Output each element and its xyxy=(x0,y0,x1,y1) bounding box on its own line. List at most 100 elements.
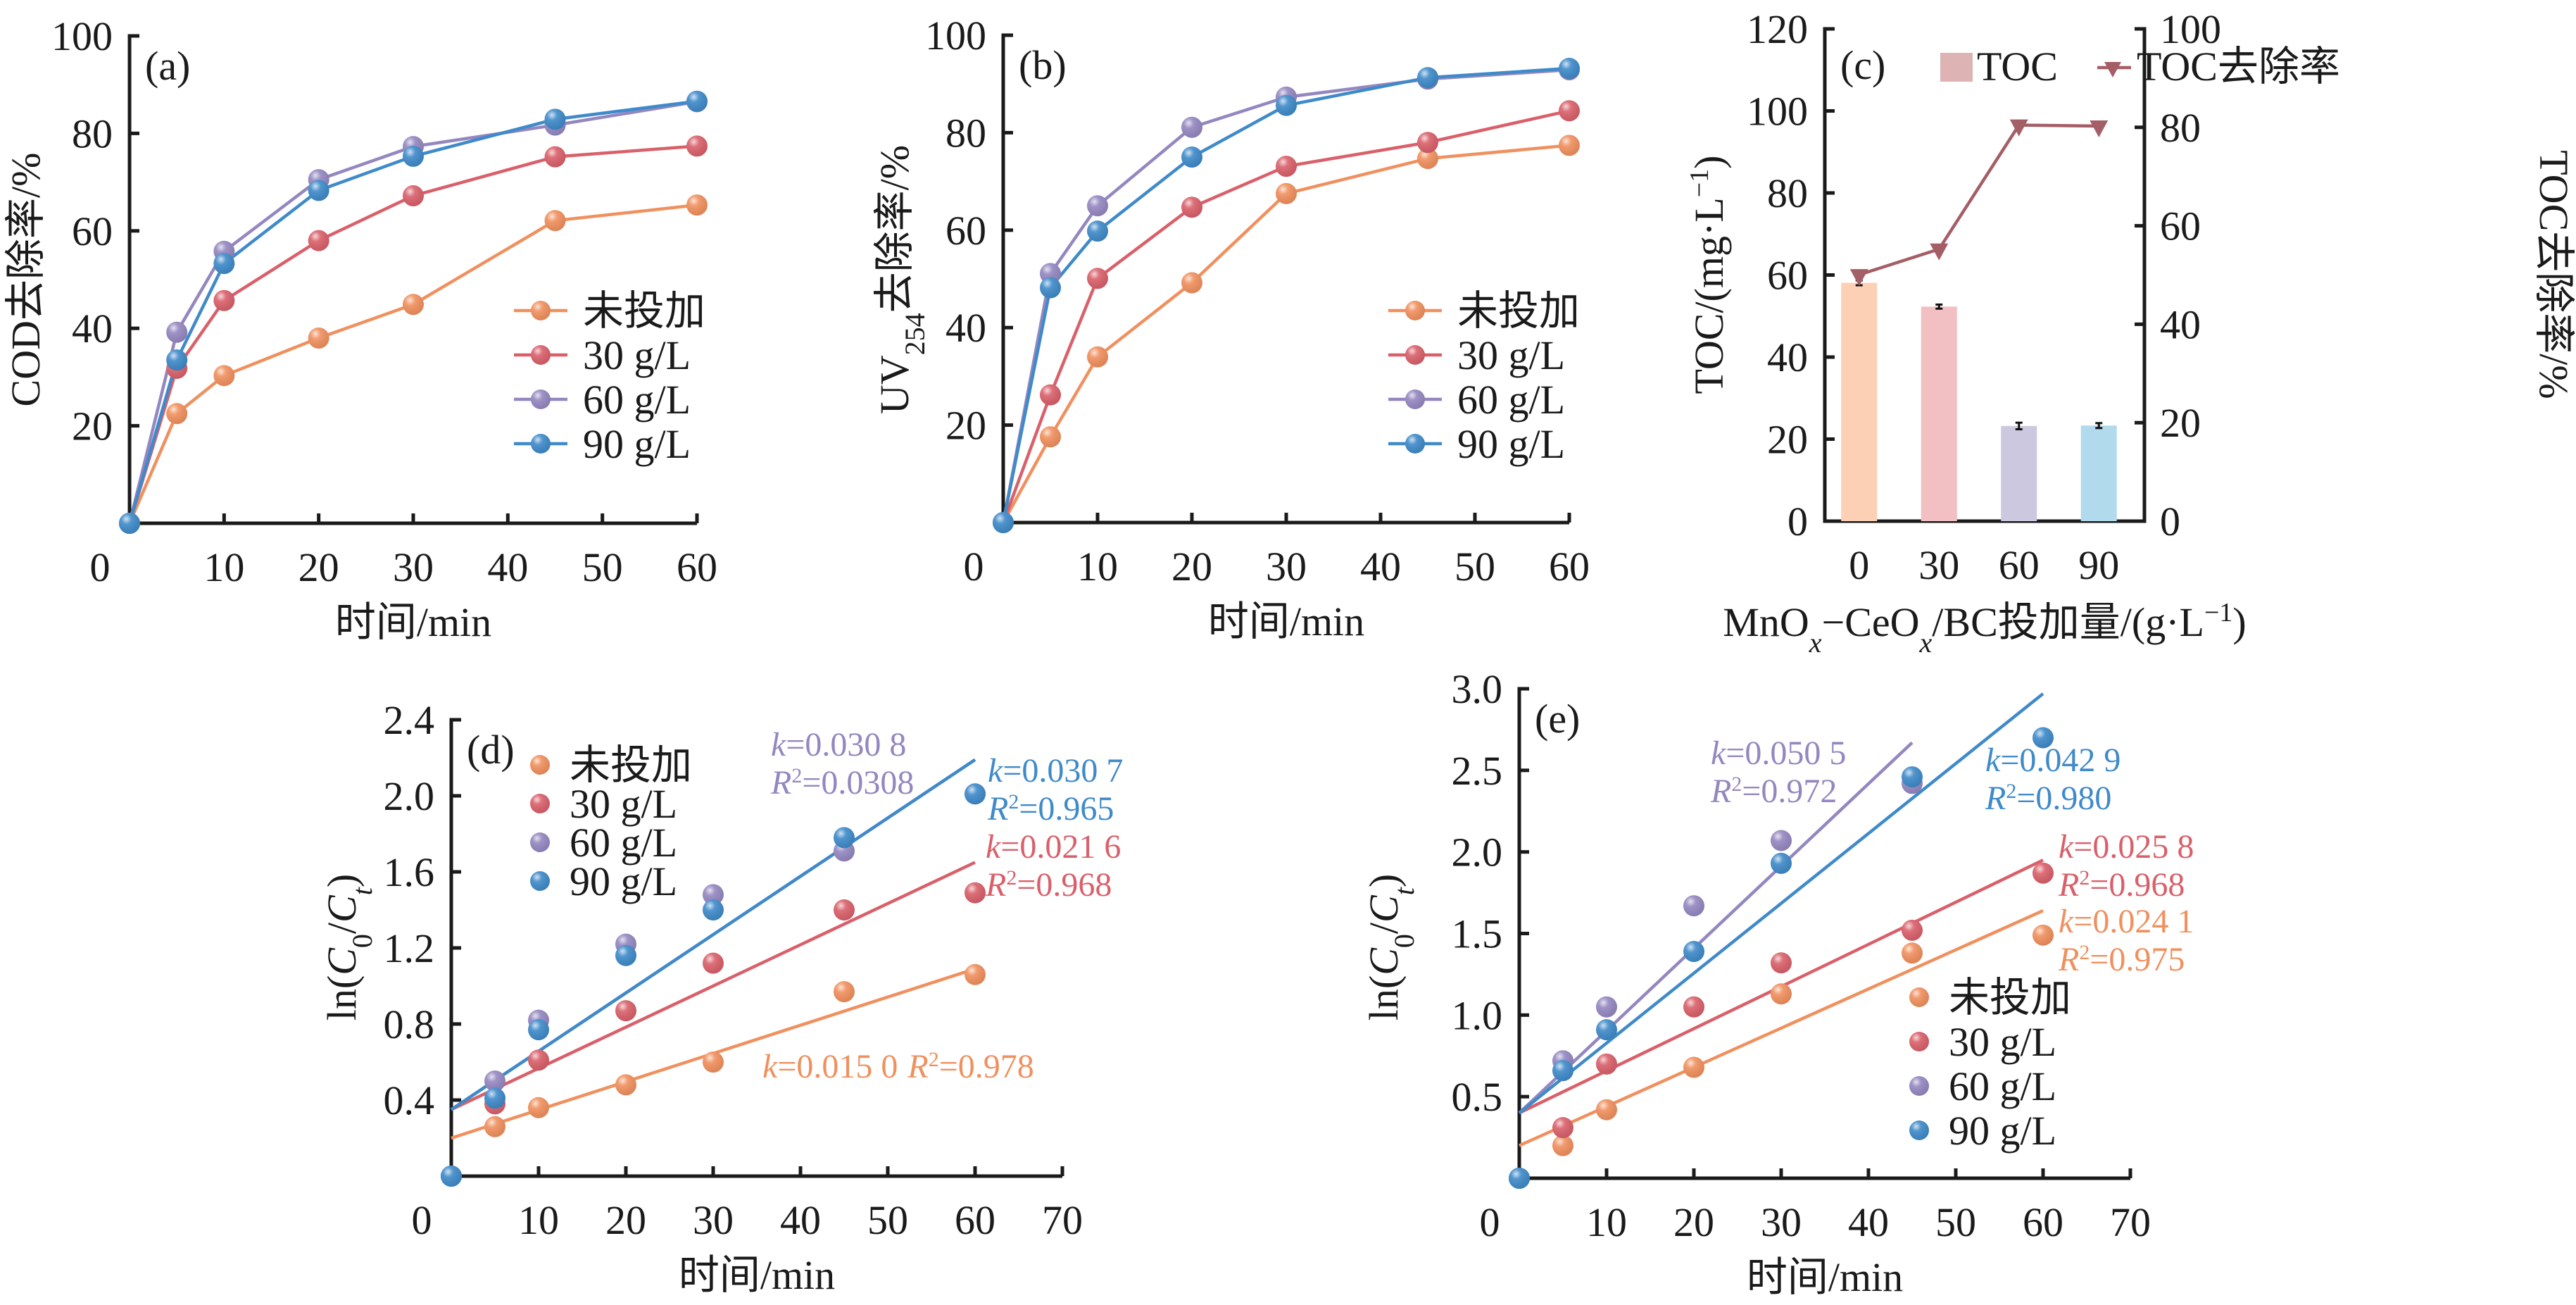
x-tick-label: 0 xyxy=(1849,542,1869,588)
legend-marker-sheen xyxy=(1405,345,1425,365)
legend-marker-sheen xyxy=(531,434,551,454)
data-point-sheen xyxy=(1552,1060,1573,1082)
legend-label: 90 g/L xyxy=(1949,1108,2056,1154)
fit-annotation: k=0.025 8 R2=0.968 xyxy=(2058,828,2194,904)
fit-annotation: k=0.030 8 R2=0.0308 xyxy=(770,726,914,801)
x-axis-title-part: −1 xyxy=(2204,598,2232,627)
annot-k: k xyxy=(2059,828,2075,866)
x-tick-label: 10 xyxy=(203,544,244,590)
annot-k: k xyxy=(1711,735,1727,772)
bar xyxy=(1841,282,1878,521)
data-point-sheen xyxy=(1902,919,1923,941)
bar xyxy=(2080,425,2117,521)
y-axis-title-part: t xyxy=(346,887,378,895)
annot-k-val: =0.030 7 xyxy=(1003,752,1123,789)
x-tick-label: 10 xyxy=(1077,544,1118,589)
y2-tick-label: 60 xyxy=(2160,204,2201,249)
y-axis-title-part: t xyxy=(1388,887,1420,895)
bar xyxy=(2001,425,2037,521)
panel-d: 0.40.81.21.62.02.40 10 20 30 40 50 60 70时间/min(… xyxy=(319,697,1123,1298)
y-tick-label: 2.5 xyxy=(1452,748,1503,794)
y-tick-label: 100 xyxy=(1747,89,1808,135)
x-axis-title: 时间/min xyxy=(1747,1254,1903,1300)
annot-k-val: =0.030 8 xyxy=(786,726,906,763)
legend-marker-sheen xyxy=(1909,1076,1929,1096)
y-axis-title-part: 0 xyxy=(1388,934,1420,948)
data-point-sheen xyxy=(1771,830,1792,851)
data-point-sheen xyxy=(1087,220,1108,242)
panel-label: (b) xyxy=(1019,42,1067,88)
y-axis-title: UV254去除率/% xyxy=(872,145,931,414)
legend-label: 未投加 xyxy=(583,288,705,334)
data-point-sheen xyxy=(1596,1019,1617,1041)
annot-r: R xyxy=(987,790,1008,828)
x-tick-label: 50 xyxy=(1935,1199,1976,1245)
data-point-sheen xyxy=(1596,996,1617,1018)
data-point-sheen xyxy=(1040,384,1061,406)
x-tick-label: 0 xyxy=(1480,1199,1500,1245)
data-point-sheen xyxy=(403,185,424,206)
x-axis-title: 时间/min xyxy=(335,599,491,645)
legend-label: 60 g/L xyxy=(570,820,677,866)
legend-label-removal: TOC去除率 xyxy=(2137,44,2340,89)
x-tick-label: 30 xyxy=(393,544,434,590)
legend-label: 90 g/L xyxy=(1457,421,1565,467)
annot-r: R xyxy=(2058,941,2079,978)
data-point-sheen xyxy=(484,1087,505,1109)
data-point-sheen xyxy=(965,783,986,805)
annot-k: k xyxy=(1985,742,2002,779)
y-tick-label: 1.0 xyxy=(1452,992,1503,1038)
legend-marker-sheen xyxy=(1405,389,1425,409)
y-axis-title-main: UV xyxy=(872,355,917,414)
data-point-sheen xyxy=(1181,146,1202,168)
data-point-sheen xyxy=(703,899,724,920)
data-point-sheen xyxy=(308,180,329,201)
legend-marker-sheen xyxy=(530,755,550,775)
panel-label: (e) xyxy=(1535,696,1580,742)
panel-label: (c) xyxy=(1840,42,1885,88)
y-tick-label: 20 xyxy=(945,403,986,449)
annot-sup: 2 xyxy=(929,1048,939,1071)
data-point-sheen xyxy=(615,1000,636,1022)
x-tick-label: 50 xyxy=(582,544,623,590)
data-point-sheen xyxy=(166,403,188,425)
bar xyxy=(1921,306,1957,521)
data-point-sheen xyxy=(1276,182,1297,204)
y-axis-title: COD去除率/% xyxy=(3,153,49,407)
data-point-sheen xyxy=(1087,268,1108,289)
data-point-sheen xyxy=(686,90,708,112)
annot-k-val: =0.021 6 xyxy=(1000,828,1121,866)
y-tick-label: 2.0 xyxy=(1452,830,1503,875)
data-point-sheen xyxy=(965,882,986,904)
x-tick-label: 40 xyxy=(1848,1199,1889,1245)
y-axis-title-sub: 254 xyxy=(899,313,931,355)
x-axis-title-part: x xyxy=(1919,627,1933,658)
y2-tick-label: 20 xyxy=(2160,400,2201,446)
annot-r: R xyxy=(2058,866,2079,904)
data-point-sheen xyxy=(1552,1117,1573,1139)
data-point-sheen xyxy=(308,327,329,349)
data-point-sheen xyxy=(1596,1099,1617,1120)
annot-k: k xyxy=(771,726,787,763)
removal-line xyxy=(1859,123,2099,277)
data-point-sheen xyxy=(1771,983,1792,1005)
data-point-sheen xyxy=(1683,1056,1704,1078)
y-axis-title-part: ln( xyxy=(319,975,365,1020)
legend-marker-sheen xyxy=(531,389,551,409)
x-tick-label: 70 xyxy=(2110,1199,2151,1245)
legend-label: 60 g/L xyxy=(1949,1063,2056,1109)
annot-sup: 2 xyxy=(2006,780,2016,803)
y-tick-label: 2.4 xyxy=(384,697,435,743)
x-tick-label: 0 xyxy=(964,544,984,589)
data-point-sheen xyxy=(1417,132,1438,154)
x-tick-label: 30 xyxy=(1761,1199,1802,1245)
fit-annotation: k=0.024 1 R2=0.975 xyxy=(2058,903,2194,978)
data-point-sheen xyxy=(1181,196,1202,218)
legend-marker-sheen xyxy=(531,345,551,365)
x-tick-label: 60 xyxy=(1549,544,1590,589)
x-tick-label: 30 xyxy=(693,1197,734,1243)
legend-marker xyxy=(2104,62,2121,77)
annot-k-val: =0.015 0 xyxy=(777,1048,898,1085)
annot-sup: 2 xyxy=(1008,790,1019,813)
y-tick-label: 80 xyxy=(1767,170,1808,216)
